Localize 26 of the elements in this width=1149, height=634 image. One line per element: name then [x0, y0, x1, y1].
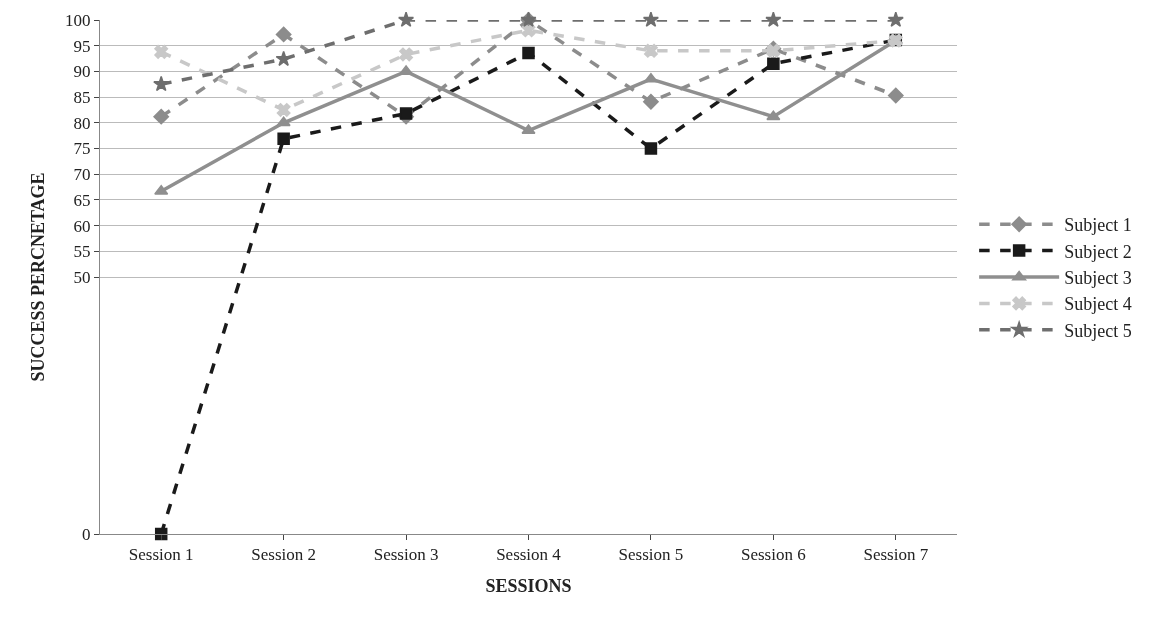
y-tick-label: 90 [73, 62, 91, 82]
x-tick-label: Session 6 [741, 545, 806, 565]
y-axis-title: SUCCESS PERCNETAGE [28, 172, 49, 382]
x-tick-label: Session 1 [128, 545, 194, 565]
y-tick-label: 50 [73, 267, 91, 287]
y-tick-label: 95 [73, 36, 91, 56]
y-tick-label: 0 [82, 524, 91, 544]
y-tick-label: 75 [73, 139, 91, 159]
y-tick-label: 100 [65, 10, 91, 30]
y-tick-label: 85 [73, 88, 91, 108]
legend-label: Subject 4 [1064, 294, 1132, 315]
x-tick-label: Session 2 [251, 545, 316, 565]
y-tick-label: 60 [73, 216, 91, 236]
legend-label: Subject 1 [1064, 215, 1132, 236]
x-axis-title: SESSIONS [485, 575, 572, 596]
y-tick-label: 70 [73, 165, 91, 185]
y-tick-label: 80 [73, 113, 91, 133]
legend-label: Subject 2 [1064, 241, 1132, 262]
y-tick-label: 65 [73, 190, 91, 210]
x-tick-label: Session 4 [496, 545, 562, 565]
x-tick-label: Session 7 [863, 545, 929, 565]
x-tick-label: Session 5 [618, 545, 684, 565]
legend-label: Subject 5 [1064, 320, 1132, 341]
y-tick-label: 55 [73, 242, 91, 262]
legend-label: Subject 3 [1064, 268, 1132, 289]
x-tick-label: Session 3 [373, 545, 439, 565]
